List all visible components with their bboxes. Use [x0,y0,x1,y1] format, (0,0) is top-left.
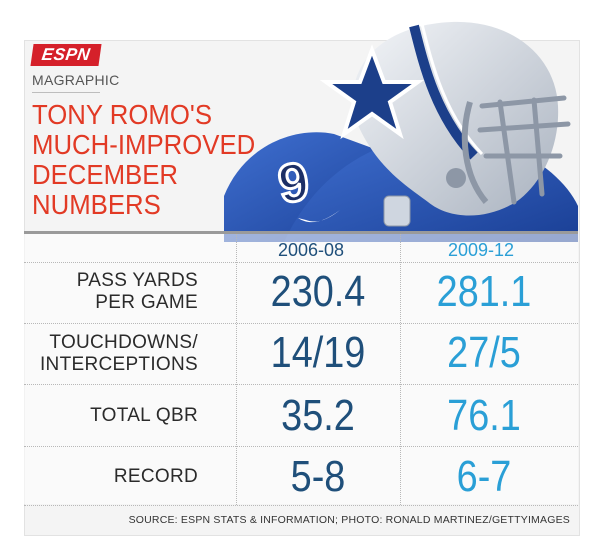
row-label-line: INTERCEPTIONS [39,354,198,375]
player-photo: 9 [224,6,578,242]
row-label-td-int: TOUCHDOWNS/ INTERCEPTIONS [40,332,198,376]
espn-logo: ESPN [30,44,102,66]
value-qbr-2009-12: 76.1 [447,391,521,440]
table-top-rule [24,231,578,234]
column-divider [236,234,237,505]
headline-line: NUMBERS [32,189,161,220]
row-label-line: PASS YARDS [76,270,198,291]
row-label-line: TOUCHDOWNS/ [49,332,198,353]
row-divider [24,446,578,447]
value-td-int-2006-08: 14/19 [270,328,366,377]
headline-line: TONY ROMO'S [32,99,213,130]
row-divider [24,505,578,506]
headline-line: MUCH-IMPROVED [32,129,256,160]
column-divider [400,234,401,505]
column-header-2009-12: 2009-12 [447,240,515,260]
stats-table [24,234,578,504]
row-label-line: RECORD [113,466,198,487]
magraphic-kicker: MAGRAPHIC [32,72,120,88]
row-label-total-qbr: TOTAL QBR [90,405,198,427]
column-header-2006-08: 2006-08 [277,240,345,260]
value-td-int-2009-12: 27/5 [447,328,521,377]
row-label-line: PER GAME [95,292,198,313]
row-label-pass-yards: PASS YARDS PER GAME [77,270,198,314]
headline-line: DECEMBER [32,159,179,190]
value-record-2009-12: 6-7 [456,452,512,501]
value-pass-yards-2009-12: 281.1 [436,267,532,316]
value-record-2006-08: 5-8 [290,452,346,501]
row-divider [24,262,578,263]
source-credit: SOURCE: ESPN STATS & INFORMATION; PHOTO:… [128,514,570,526]
value-qbr-2006-08: 35.2 [281,391,355,440]
kicker-divider [32,92,100,93]
value-pass-yards-2006-08: 230.4 [270,267,366,316]
row-divider [24,323,578,324]
row-label-record: RECORD [114,466,198,488]
row-divider [24,384,578,385]
headline: TONY ROMO'S MUCH-IMPROVED DECEMBER NUMBE… [32,100,271,220]
row-label-line: TOTAL QBR [90,405,198,426]
